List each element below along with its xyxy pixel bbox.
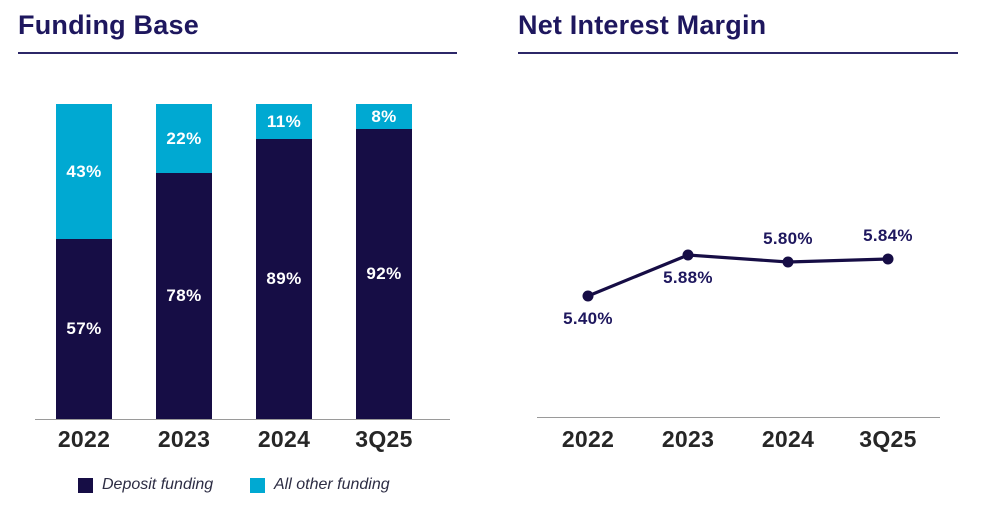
other-funding-value-label: 11% (266, 111, 302, 131)
x-axis-tick: 2022 (561, 426, 615, 452)
deposit-funding-value-label: 89% (266, 269, 302, 288)
other-funding-segment: 22% (156, 104, 212, 173)
legend-item: Deposit funding (78, 476, 213, 494)
deposit-funding-swatch (78, 477, 93, 493)
other-funding-value-label: 22% (166, 128, 202, 148)
nim-value-label: 5.40% (563, 309, 613, 328)
other-funding-value-label: 8% (371, 106, 397, 126)
legend-item: All other funding (250, 476, 390, 494)
net-interest-margin-title-underline (518, 52, 958, 54)
x-axis-tick: 2024 (761, 426, 815, 452)
net-interest-margin-panel: Net Interest Margin 5.40% 5.88% 5.80% 5.84%… (500, 0, 987, 509)
nim-value-label: 5.84% (863, 226, 913, 245)
deposit-funding-value-label: 92% (366, 264, 402, 283)
funding-base-title: Funding Base (18, 10, 199, 40)
funding-base-legend: Deposit funding All other funding (0, 470, 493, 500)
other-funding-segment: 11% (256, 104, 312, 139)
nim-data-point (582, 290, 594, 302)
funding-base-chart: 57% 43% 2022 78% 22% 2023 89% 11% 2024 92% 8% 3Q25 (0, 0, 493, 509)
funding-base-panel: Funding Base 57% 43% 2022 78% 22% 2023 89% 11% 2… (0, 0, 493, 509)
funding-base-title-underline (18, 52, 457, 54)
nim-data-point (782, 256, 794, 268)
net-interest-margin-chart: 5.40% 5.88% 5.80% 5.84% 2022 2023 2024 3Q25 (500, 0, 987, 509)
nim-line (587, 253, 889, 298)
nim-value-label: 5.88% (663, 268, 713, 287)
x-axis-tick: 2024 (257, 426, 311, 452)
x-axis-tick: 2022 (57, 426, 111, 452)
nim-data-point (882, 253, 894, 265)
deposit-funding-value-label: 57% (66, 319, 102, 338)
x-axis-tick: 3Q25 (355, 426, 413, 452)
legend-label: Deposit funding (102, 476, 214, 493)
other-funding-swatch (250, 477, 265, 493)
x-axis-tick: 2023 (157, 426, 211, 452)
nim-value-label: 5.80% (763, 229, 813, 248)
deposit-funding-segment: 89% (256, 139, 312, 419)
other-funding-segment: 43% (56, 104, 112, 239)
other-funding-segment: 8% (356, 104, 412, 129)
net-interest-margin-title: Net Interest Margin (518, 10, 767, 40)
legend-label: All other funding (274, 476, 390, 493)
x-axis-tick: 3Q25 (859, 426, 917, 452)
x-axis-tick: 2023 (661, 426, 715, 452)
deposit-funding-segment: 92% (356, 129, 412, 419)
deposit-funding-value-label: 78% (166, 286, 202, 305)
deposit-funding-segment: 78% (156, 173, 212, 419)
other-funding-value-label: 43% (66, 161, 102, 181)
deposit-funding-segment: 57% (56, 239, 112, 419)
x-axis-line (537, 417, 940, 418)
x-axis-line (35, 419, 450, 420)
nim-data-point (682, 249, 694, 261)
